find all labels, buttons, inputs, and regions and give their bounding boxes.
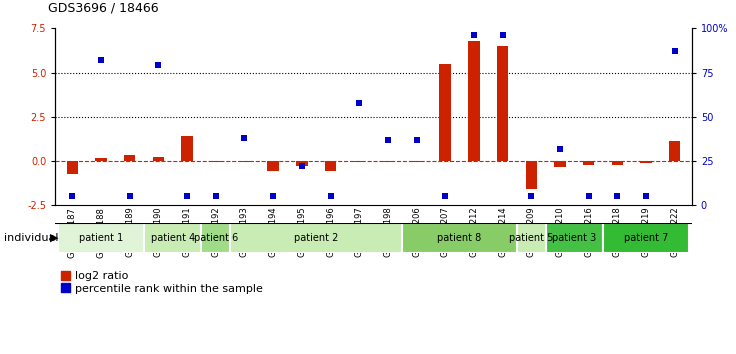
- Point: [267, 194, 279, 199]
- Bar: [439, 64, 451, 161]
- Bar: [267, 161, 279, 171]
- Text: patient 8: patient 8: [437, 233, 481, 243]
- Point: [382, 137, 394, 143]
- Point: [439, 194, 451, 199]
- Text: ▶: ▶: [50, 233, 59, 243]
- Point: [554, 146, 566, 152]
- Point: [468, 33, 480, 38]
- Point: [325, 194, 336, 199]
- Point: [353, 100, 365, 105]
- Bar: [554, 161, 566, 167]
- Bar: [517, 223, 545, 253]
- Bar: [238, 161, 250, 162]
- Text: patient 4: patient 4: [151, 233, 195, 243]
- Legend: log2 ratio, percentile rank within the sample: log2 ratio, percentile rank within the s…: [61, 271, 263, 293]
- Bar: [96, 158, 107, 161]
- Bar: [296, 161, 308, 166]
- Bar: [152, 156, 164, 161]
- Bar: [325, 161, 336, 171]
- Point: [411, 137, 422, 143]
- Point: [669, 48, 681, 54]
- Point: [210, 194, 222, 199]
- Bar: [353, 161, 365, 162]
- Bar: [67, 161, 78, 175]
- Text: patient 3: patient 3: [552, 233, 596, 243]
- Text: patient 6: patient 6: [194, 233, 238, 243]
- Point: [612, 194, 623, 199]
- Point: [238, 135, 250, 141]
- Text: GDS3696 / 18466: GDS3696 / 18466: [48, 1, 158, 14]
- Bar: [230, 223, 402, 253]
- Bar: [468, 41, 480, 161]
- Bar: [382, 161, 394, 162]
- Bar: [402, 223, 517, 253]
- Bar: [411, 161, 422, 162]
- Text: patient 1: patient 1: [79, 233, 123, 243]
- Point: [583, 194, 595, 199]
- Text: patient 7: patient 7: [624, 233, 668, 243]
- Bar: [144, 223, 202, 253]
- Point: [181, 194, 193, 199]
- Point: [95, 57, 107, 63]
- Bar: [210, 161, 222, 162]
- Bar: [58, 223, 144, 253]
- Point: [296, 164, 308, 169]
- Bar: [669, 141, 680, 161]
- Bar: [181, 136, 193, 161]
- Bar: [583, 161, 595, 165]
- Point: [526, 194, 537, 199]
- Point: [152, 63, 164, 68]
- Text: patient 2: patient 2: [294, 233, 339, 243]
- Point: [640, 194, 652, 199]
- Bar: [545, 223, 603, 253]
- Bar: [526, 161, 537, 189]
- Point: [497, 33, 509, 38]
- Bar: [612, 161, 623, 166]
- Bar: [640, 161, 651, 163]
- Text: individual: individual: [4, 233, 58, 243]
- Bar: [124, 155, 135, 161]
- Point: [66, 194, 78, 199]
- Bar: [497, 46, 509, 161]
- Text: patient 5: patient 5: [509, 233, 553, 243]
- Bar: [603, 223, 689, 253]
- Point: [124, 194, 135, 199]
- Bar: [202, 223, 230, 253]
